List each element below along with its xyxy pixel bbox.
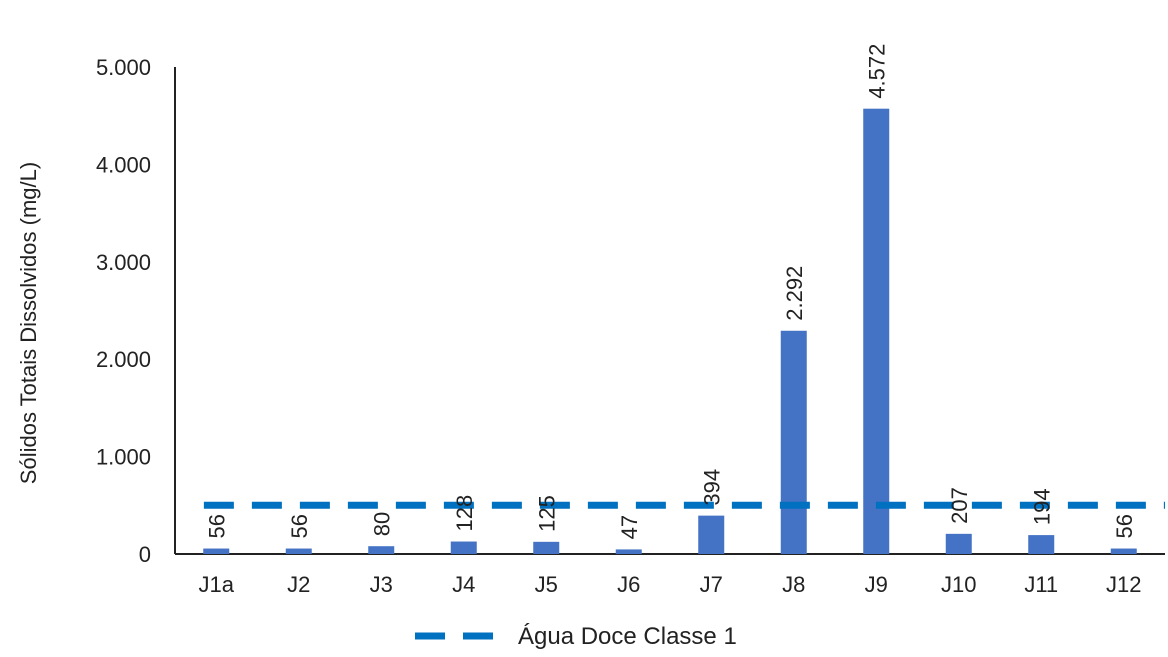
y-axis-label: Sólidos Totais Dissolvidos (mg/L) — [16, 162, 41, 484]
y-ticks: 0 1.000 2.000 3.000 4.000 5.000 — [96, 55, 151, 567]
bar — [533, 541, 560, 554]
y-tick-label: 1.000 — [96, 445, 151, 470]
x-tick-label: J6 — [617, 572, 640, 597]
data-label: 4.572 — [864, 44, 889, 99]
legend: Água Doce Classe 1 — [415, 623, 737, 650]
data-label: 80 — [369, 512, 394, 536]
data-label: 56 — [204, 514, 229, 538]
bar — [615, 549, 642, 554]
bar — [450, 541, 477, 554]
x-tick-label: J5 — [535, 572, 558, 597]
bars — [203, 108, 1137, 555]
data-label: 56 — [1112, 514, 1137, 538]
plot-area: 0 1.000 2.000 3.000 4.000 5.000 56 56 80 128 125 4… — [96, 44, 1165, 597]
bar — [203, 548, 230, 554]
x-tick-label: J3 — [370, 572, 393, 597]
data-label: 207 — [947, 487, 972, 524]
data-label: 56 — [287, 514, 312, 538]
x-tick-label: J1a — [199, 572, 235, 597]
x-tick-label: J11 — [1024, 572, 1058, 597]
bar — [698, 515, 725, 554]
data-labels: 56 56 80 128 125 47 394 2.292 4.572 207 194 56 — [204, 44, 1137, 540]
x-tick-label: J10 — [941, 572, 976, 597]
bar — [1028, 535, 1055, 554]
bar — [780, 330, 807, 554]
bar — [945, 533, 972, 554]
y-tick-label: 0 — [139, 542, 151, 567]
x-tick-label: J7 — [700, 572, 723, 597]
bar — [1110, 548, 1137, 554]
x-ticks: J1a J2 J3 J4 J5 J6 J7 J8 J9 J10 J11 J12 — [199, 572, 1142, 597]
bar — [285, 548, 312, 554]
x-tick-label: J9 — [865, 572, 888, 597]
y-tick-label: 2.000 — [96, 347, 151, 372]
x-tick-label: J2 — [287, 572, 310, 597]
data-label: 125 — [534, 495, 559, 532]
data-label: 2.292 — [782, 266, 807, 321]
data-label: 47 — [617, 515, 642, 539]
x-tick-label: J12 — [1106, 572, 1141, 597]
data-label: 194 — [1029, 488, 1054, 525]
y-tick-label: 5.000 — [96, 55, 151, 80]
y-tick-label: 3.000 — [96, 250, 151, 275]
x-tick-label: J4 — [452, 572, 475, 597]
x-tick-label: J8 — [782, 572, 805, 597]
y-tick-label: 4.000 — [96, 152, 151, 177]
bar — [863, 108, 890, 555]
bar — [368, 546, 395, 554]
legend-label-reference-line: Água Doce Classe 1 — [518, 623, 737, 650]
data-label: 394 — [699, 469, 724, 506]
data-label: 128 — [452, 495, 477, 532]
